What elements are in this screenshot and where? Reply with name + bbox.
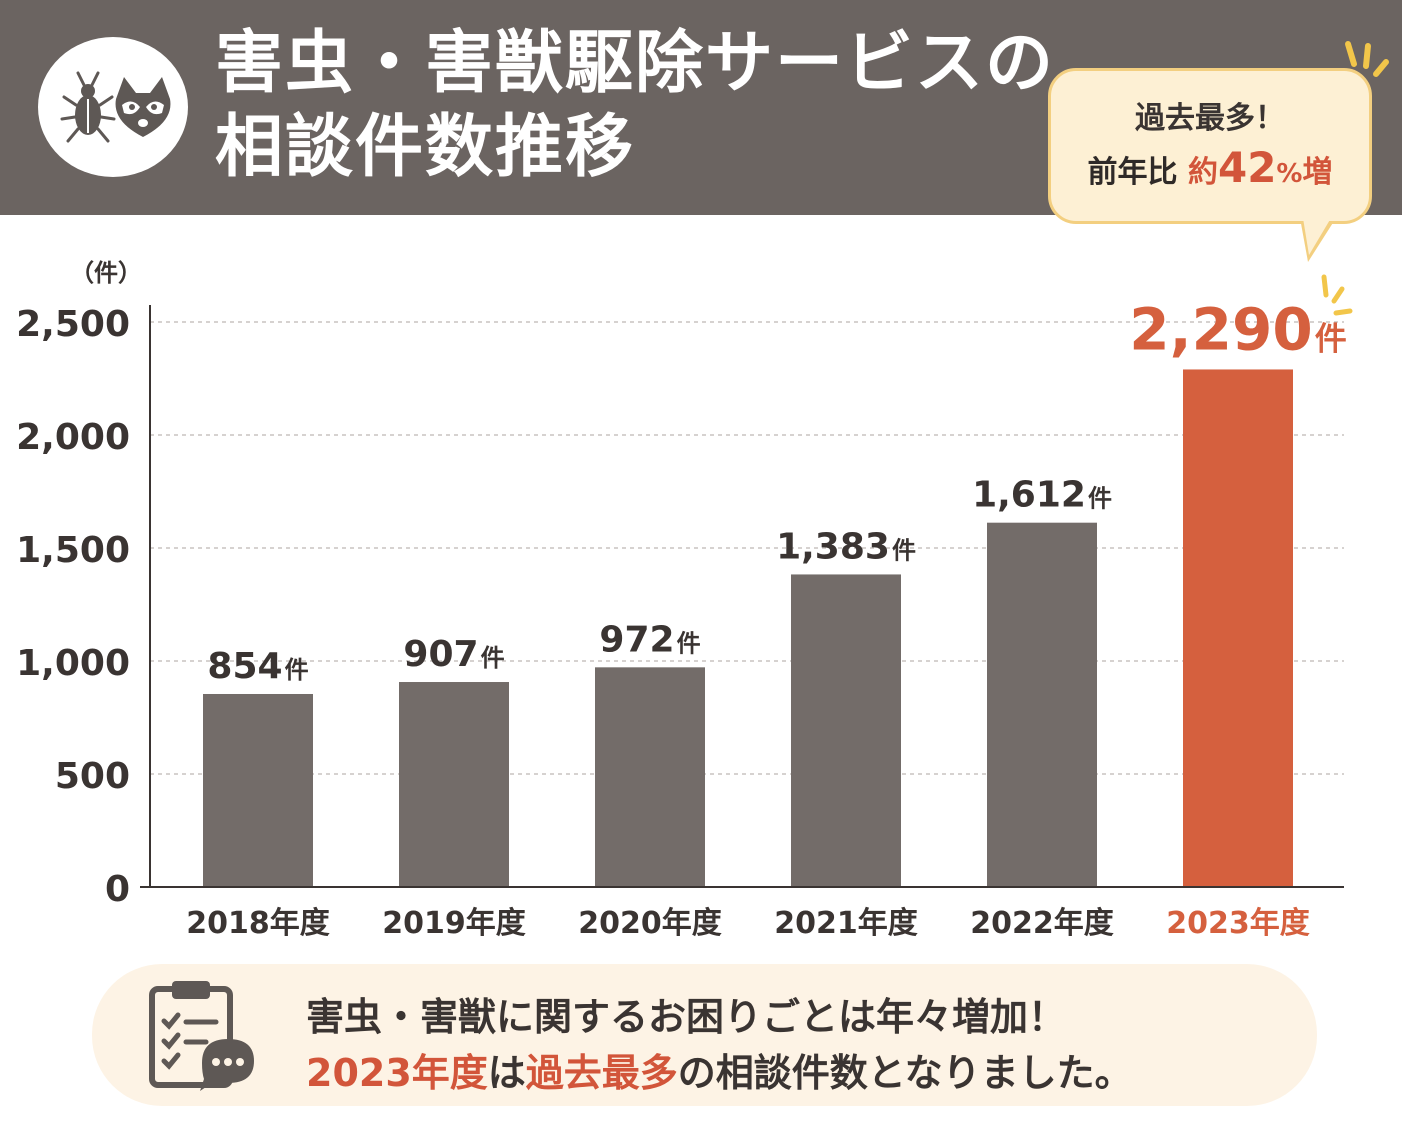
badge-line-2: 前年比 約42%増 <box>1051 143 1369 192</box>
bar-value-label: 2,290件 <box>1129 295 1346 363</box>
bar-value-label: 854件 <box>207 646 308 687</box>
sparkle-icon <box>1345 41 1389 77</box>
bar-value-unit: 件 <box>1315 319 1347 357</box>
y-tick-label: 0 <box>105 869 130 910</box>
bar-value-unit: 件 <box>285 656 309 684</box>
bar-value: 907 <box>403 634 478 675</box>
y-tick-label: 1,000 <box>16 643 130 684</box>
bar <box>987 522 1097 887</box>
y-tick-label: 2,500 <box>16 304 130 345</box>
footer-note: 害虫・害獣に関するお困りごとは年々増加！ 2023年度は過去最多の相談件数となり… <box>92 964 1317 1106</box>
y-tick-label: 2,000 <box>16 417 130 458</box>
sparkle-icon-2 <box>1321 274 1353 316</box>
bug-icon <box>60 71 116 143</box>
footer-line-2: 2023年度は過去最多の相談件数となりました。 <box>306 1042 1133 1097</box>
bar <box>595 667 705 887</box>
footer-rest: の相談件数となりました。 <box>677 1051 1133 1095</box>
bar-value-unit: 件 <box>481 644 505 672</box>
logo-circle <box>38 37 188 177</box>
y-tick-label: 1,500 <box>16 530 130 571</box>
bar-layer <box>203 369 1293 887</box>
badge-line-1: 過去最多！ <box>1135 101 1285 136</box>
x-tick-label: 2022年度 <box>970 906 1114 941</box>
x-tick-label: 2023年度 <box>1166 906 1310 941</box>
grid-layer <box>150 321 1344 775</box>
footer-particle: は <box>487 1051 526 1095</box>
bar-value-label: 972件 <box>599 619 700 660</box>
bar <box>399 682 509 887</box>
bar-value-label: 1,612件 <box>972 475 1112 516</box>
label-layer: 05001,0001,5002,0002,500854件2018年度907件20… <box>16 295 1347 941</box>
badge-tail-inner <box>1303 218 1331 255</box>
badge-number: 42 <box>1217 143 1277 192</box>
badge-approx: 約 <box>1187 155 1218 190</box>
clipboard-chat-icon <box>149 981 254 1091</box>
y-tick-label: 500 <box>55 756 130 797</box>
badge-prefix: 前年比 <box>1087 155 1178 190</box>
x-tick-label: 2019年度 <box>382 906 526 941</box>
bar <box>203 693 313 887</box>
bar <box>791 574 901 887</box>
bar-value: 1,383 <box>776 526 890 567</box>
badge-suffix: 増 <box>1302 155 1333 190</box>
x-tick-label: 2020年度 <box>578 906 722 941</box>
bar-value-unit: 件 <box>892 536 916 564</box>
title-line-1: 害虫・害獣駆除サービスの <box>215 24 1056 103</box>
footer-line-1: 害虫・害獣に関するお困りごとは年々増加！ <box>306 995 1067 1039</box>
bar-value-label: 907件 <box>403 634 504 675</box>
x-tick-label: 2021年度 <box>774 906 918 941</box>
title-line-2: 相談件数推移 <box>215 108 636 187</box>
bar-value-unit: 件 <box>1088 485 1112 513</box>
bar-chart: 05001,0001,5002,0002,500854件2018年度907件20… <box>16 259 1353 941</box>
y-axis-unit: （件） <box>70 259 142 287</box>
x-tick-label: 2018年度 <box>186 906 330 941</box>
raccoon-icon <box>115 77 171 137</box>
bar-value: 1,612 <box>972 475 1086 516</box>
highlight-badge: 過去最多！ 前年比 約42%増 <box>1048 68 1372 224</box>
footer-year: 2023年度 <box>306 1051 488 1095</box>
page-title: 害虫・害獣駆除サービスの 相談件数推移 <box>215 22 1055 190</box>
bar-value: 972 <box>599 619 674 660</box>
bar-value-unit: 件 <box>677 629 701 657</box>
footer-record: 過去最多 <box>525 1051 678 1095</box>
bar-value-label: 1,383件 <box>776 526 916 567</box>
bar-value: 854 <box>207 646 282 687</box>
badge-percent: % <box>1276 159 1303 189</box>
bar <box>1183 369 1293 887</box>
bar-value: 2,290 <box>1129 295 1312 363</box>
